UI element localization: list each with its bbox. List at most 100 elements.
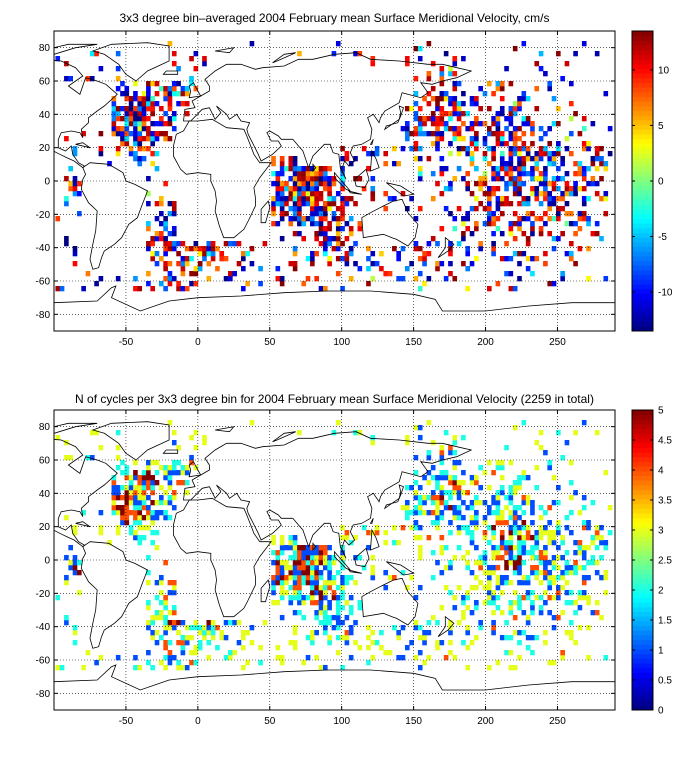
bin-cell	[340, 555, 345, 561]
bin-cell	[465, 266, 471, 272]
bin-cell	[241, 665, 246, 671]
bin-cell	[452, 505, 458, 511]
bin-cell	[59, 286, 65, 292]
bin-cell	[456, 515, 462, 521]
bin-cell	[508, 490, 514, 496]
bin-cell	[249, 640, 255, 646]
bin-cell	[236, 261, 242, 267]
bin-cell	[305, 655, 311, 661]
bin-cell	[439, 545, 445, 551]
bin-cell	[417, 171, 423, 177]
bin-cell	[81, 665, 86, 671]
bin-cell	[167, 470, 173, 476]
bin-cell	[577, 216, 583, 222]
bin-cell	[314, 211, 319, 217]
bin-cell	[154, 166, 160, 172]
colorbar-swatch	[632, 480, 653, 486]
bin-cell	[517, 630, 522, 636]
bin-cell	[327, 166, 332, 172]
bin-cell	[184, 465, 190, 471]
bin-cell	[374, 261, 380, 267]
bin-cell	[331, 201, 337, 207]
bin-cell	[98, 276, 104, 282]
bin-cell	[137, 475, 143, 481]
bin-cell	[491, 246, 496, 252]
bin-cell	[301, 560, 307, 566]
bin-cell	[508, 201, 514, 207]
colorbar-swatch	[632, 644, 653, 650]
bin-cell	[465, 111, 471, 117]
bin-cell	[322, 555, 328, 561]
bin-cell	[98, 445, 104, 451]
bin-cell	[297, 560, 302, 566]
bin-cell	[340, 201, 345, 207]
colorbar-swatch	[632, 541, 653, 547]
coastline	[334, 171, 351, 192]
bin-cell	[439, 535, 445, 541]
bin-cell	[413, 425, 419, 431]
colorbar-swatch	[632, 162, 653, 168]
bin-cell	[439, 76, 445, 82]
bin-cell	[370, 575, 376, 581]
bin-cell	[517, 640, 522, 646]
bin-cell	[413, 246, 419, 252]
bin-cell	[314, 166, 319, 172]
bin-cell	[305, 256, 311, 262]
bin-cell	[159, 121, 164, 127]
bin-cell	[499, 131, 505, 137]
bin-cell	[426, 276, 432, 282]
bin-cell	[556, 186, 561, 192]
bin-cell	[331, 560, 337, 566]
bin-cell	[124, 111, 130, 117]
bin-cell	[314, 610, 319, 616]
bin-cell	[556, 176, 561, 182]
bin-cell	[163, 131, 168, 137]
bin-cell	[176, 480, 181, 486]
bin-cell	[297, 575, 302, 581]
bin-cell	[133, 500, 138, 506]
bin-cell	[163, 251, 168, 257]
bin-cell	[322, 231, 328, 237]
colorbar-swatch	[632, 237, 653, 243]
bin-cell	[543, 166, 548, 172]
bin-cell	[64, 455, 69, 461]
colorbar: 00.511.522.533.544.55	[631, 406, 672, 717]
bin-cell	[383, 530, 389, 536]
bin-cell	[184, 256, 190, 262]
bin-cell	[210, 630, 216, 636]
bin-cell	[603, 470, 609, 476]
bin-cell	[357, 51, 363, 57]
bin-cell	[310, 595, 315, 601]
bin-cell	[223, 241, 229, 247]
bin-cell	[508, 271, 514, 277]
bin-cell	[133, 81, 138, 87]
bin-cell	[404, 440, 410, 446]
bin-cell	[521, 560, 527, 566]
bin-cell	[512, 181, 518, 187]
bin-cell	[517, 146, 522, 152]
bin-cell	[353, 620, 358, 626]
bin-cell	[482, 191, 488, 197]
bin-cell	[512, 615, 518, 621]
bin-cell	[456, 525, 462, 531]
bin-cell	[94, 430, 99, 436]
bin-cell	[159, 615, 164, 621]
bin-cell	[556, 51, 561, 57]
bin-cell	[374, 530, 380, 536]
bin-cell	[137, 495, 143, 501]
bin-cell	[146, 650, 151, 656]
bin-cell	[530, 570, 535, 576]
bin-cell	[335, 191, 341, 197]
bin-cell	[150, 510, 155, 516]
bin-cell	[530, 605, 535, 611]
bin-cell	[81, 131, 86, 137]
bin-cell	[314, 206, 319, 212]
bin-cell	[163, 630, 168, 636]
bin-cell	[137, 161, 143, 167]
bin-cell	[370, 196, 376, 202]
coastline	[369, 139, 374, 145]
bin-cell	[297, 176, 302, 182]
bin-cell	[491, 525, 496, 531]
bin-cell	[387, 650, 393, 656]
